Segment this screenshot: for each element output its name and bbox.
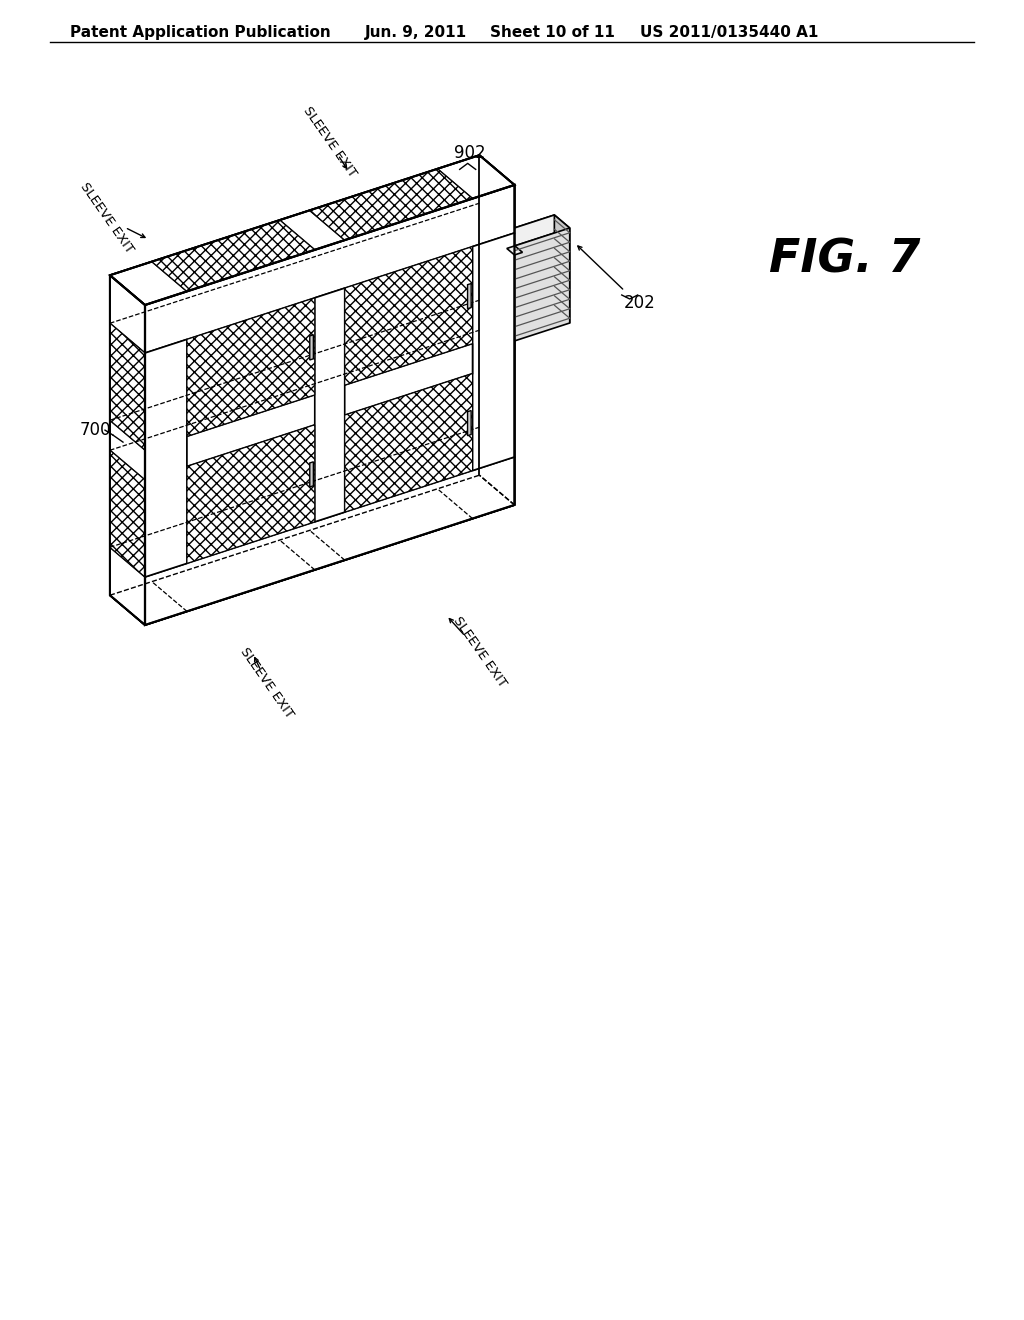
Polygon shape bbox=[152, 220, 314, 292]
Polygon shape bbox=[468, 284, 471, 309]
Polygon shape bbox=[187, 425, 314, 564]
Polygon shape bbox=[472, 232, 514, 470]
Polygon shape bbox=[554, 215, 569, 323]
Polygon shape bbox=[187, 343, 472, 466]
Text: 902: 902 bbox=[454, 144, 485, 162]
Polygon shape bbox=[145, 185, 514, 624]
Polygon shape bbox=[280, 210, 345, 249]
Polygon shape bbox=[345, 374, 472, 512]
Polygon shape bbox=[110, 420, 145, 480]
Polygon shape bbox=[145, 457, 514, 624]
Polygon shape bbox=[507, 246, 522, 255]
Text: SLEEVE EXIT: SLEEVE EXIT bbox=[300, 104, 358, 180]
Polygon shape bbox=[507, 248, 514, 350]
Polygon shape bbox=[110, 276, 145, 352]
Polygon shape bbox=[145, 457, 514, 624]
Polygon shape bbox=[500, 215, 554, 327]
Polygon shape bbox=[110, 450, 145, 577]
Polygon shape bbox=[110, 261, 187, 305]
Text: Patent Application Publication: Patent Application Publication bbox=[70, 25, 331, 40]
Polygon shape bbox=[145, 339, 187, 577]
Text: FIG. 7: FIG. 7 bbox=[769, 238, 921, 282]
Polygon shape bbox=[145, 185, 514, 352]
Polygon shape bbox=[472, 232, 514, 470]
Text: Jun. 9, 2011: Jun. 9, 2011 bbox=[365, 25, 467, 40]
Polygon shape bbox=[187, 298, 314, 437]
Polygon shape bbox=[110, 475, 514, 624]
Polygon shape bbox=[110, 548, 145, 624]
Polygon shape bbox=[500, 215, 569, 246]
Text: 700: 700 bbox=[79, 421, 111, 440]
Polygon shape bbox=[500, 232, 515, 341]
Polygon shape bbox=[479, 156, 514, 506]
Polygon shape bbox=[309, 169, 472, 240]
Polygon shape bbox=[145, 185, 514, 352]
Polygon shape bbox=[437, 156, 514, 198]
Text: US 2011/0135440 A1: US 2011/0135440 A1 bbox=[640, 25, 818, 40]
Polygon shape bbox=[314, 288, 345, 521]
Text: SLEEVE EXIT: SLEEVE EXIT bbox=[78, 181, 136, 256]
Polygon shape bbox=[110, 276, 145, 624]
Polygon shape bbox=[345, 247, 472, 385]
Polygon shape bbox=[145, 339, 187, 577]
Polygon shape bbox=[110, 276, 145, 352]
Polygon shape bbox=[110, 156, 514, 305]
Text: Sheet 10 of 11: Sheet 10 of 11 bbox=[490, 25, 614, 40]
Polygon shape bbox=[310, 335, 313, 360]
Text: SLEEVE EXIT: SLEEVE EXIT bbox=[238, 645, 296, 721]
Text: SLEEVE EXIT: SLEEVE EXIT bbox=[451, 614, 509, 690]
Polygon shape bbox=[110, 323, 145, 450]
Polygon shape bbox=[468, 411, 471, 436]
Polygon shape bbox=[515, 228, 569, 341]
Polygon shape bbox=[310, 462, 313, 487]
Text: 202: 202 bbox=[624, 294, 655, 312]
